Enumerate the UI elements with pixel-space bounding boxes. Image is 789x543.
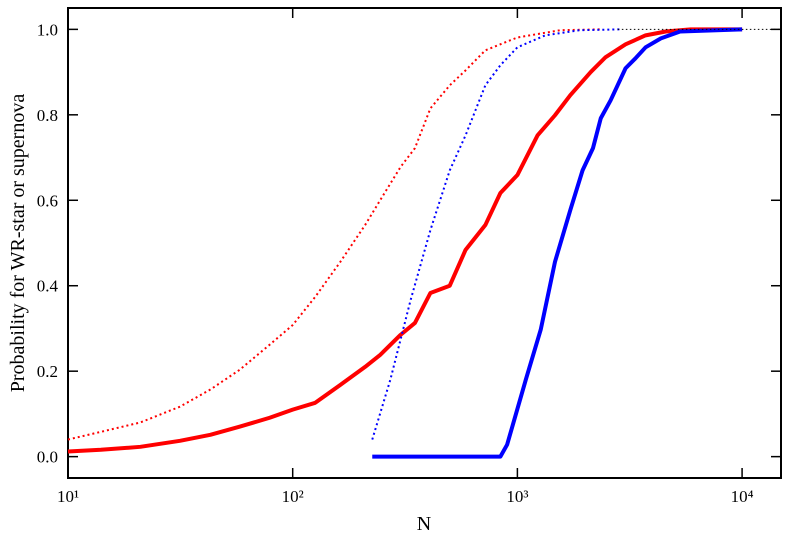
data-line [372, 27, 743, 459]
x-tick-label: 10⁴ [731, 487, 754, 506]
y-tick-label: 0.0 [37, 448, 58, 467]
data-line [371, 28, 621, 440]
y-tick-label: 0.2 [37, 362, 58, 381]
y-tick-label: 0.6 [37, 191, 58, 210]
y-tick-label: 1.0 [37, 20, 58, 39]
y-axis-label: Probability for WR-star or supernova [7, 94, 29, 393]
data-line [67, 28, 601, 441]
data-line [67, 27, 743, 454]
y-tick-label: 0.8 [37, 106, 58, 125]
x-axis-label: N [417, 513, 431, 535]
x-tick-label: 10³ [506, 487, 528, 506]
x-tick-label: 10² [282, 487, 304, 506]
y-tick-label: 0.4 [37, 277, 59, 296]
plot-frame [67, 7, 782, 479]
x-tick-label: 10¹ [57, 487, 79, 506]
